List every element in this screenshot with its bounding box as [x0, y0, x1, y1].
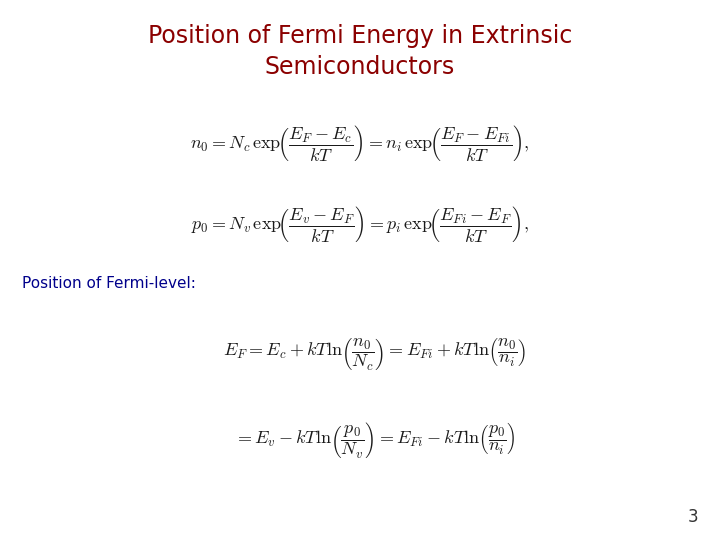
Text: $p_0 = N_v\,\mathrm{exp}\!\left(\dfrac{E_v - E_F}{kT}\right) = p_i\,\mathrm{exp}: $p_0 = N_v\,\mathrm{exp}\!\left(\dfrac{E…	[191, 204, 529, 244]
Text: Position of Fermi Energy in Extrinsic
Semiconductors: Position of Fermi Energy in Extrinsic Se…	[148, 24, 572, 79]
Text: $n_0 = N_c\,\mathrm{exp}\!\left(\dfrac{E_F - E_c}{kT}\right) = n_i\,\mathrm{exp}: $n_0 = N_c\,\mathrm{exp}\!\left(\dfrac{E…	[190, 123, 530, 163]
Text: 3: 3	[688, 509, 698, 526]
Text: $E_F = E_c + kT\ln\!\left(\dfrac{n_0}{N_c}\right) = E_{Fi} + kT\ln\!\left(\dfrac: $E_F = E_c + kT\ln\!\left(\dfrac{n_0}{N_…	[222, 336, 526, 372]
Text: Position of Fermi-level:: Position of Fermi-level:	[22, 276, 195, 291]
Text: $= E_v - kT\ln\!\left(\dfrac{p_0}{N_v}\right) = E_{Fi} - kT\ln\!\left(\dfrac{p_0: $= E_v - kT\ln\!\left(\dfrac{p_0}{N_v}\r…	[233, 420, 516, 460]
